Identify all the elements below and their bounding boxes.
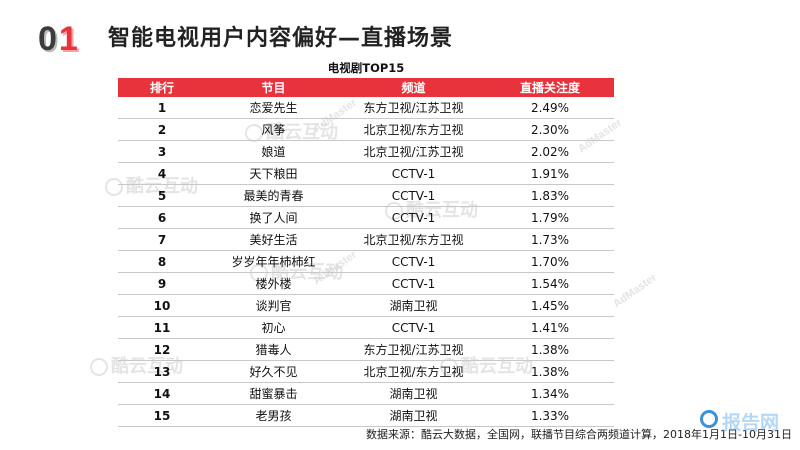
cell-channel: 北京卫视/东方卫视 xyxy=(341,228,486,251)
table-row: 6 换了人间 CCTV-1 1.79% xyxy=(118,206,614,229)
table-row: 14 甜蜜暴击 湖南卫视 1.34% xyxy=(118,382,614,405)
cell-attention: 1.41% xyxy=(486,316,614,339)
cell-attention: 2.02% xyxy=(486,140,614,163)
table-row: 8 岁岁年年柿柿红 CCTV-1 1.70% xyxy=(118,250,614,273)
cell-channel: CCTV-1 xyxy=(341,272,486,295)
cell-program: 老男孩 xyxy=(206,404,341,427)
cell-channel: CCTV-1 xyxy=(341,206,486,229)
cell-program: 岁岁年年柿柿红 xyxy=(206,250,341,273)
cell-channel: 北京卫视/东方卫视 xyxy=(341,118,486,141)
cell-rank: 11 xyxy=(118,316,206,339)
header-rank: 排行 xyxy=(118,78,206,97)
cell-attention: 1.83% xyxy=(486,184,614,207)
table-row: 7 美好生活 北京卫视/东方卫视 1.73% xyxy=(118,228,614,251)
header-channel: 频道 xyxy=(341,78,486,97)
cell-rank: 4 xyxy=(118,162,206,185)
cell-rank: 10 xyxy=(118,294,206,317)
cell-program: 甜蜜暴击 xyxy=(206,382,341,405)
cell-attention: 1.79% xyxy=(486,206,614,229)
table-row: 15 老男孩 湖南卫视 1.33% xyxy=(118,404,614,427)
corner-logo: 报告网 xyxy=(700,408,796,434)
table-row: 10 谈判官 湖南卫视 1.45% xyxy=(118,294,614,317)
cell-attention: 1.54% xyxy=(486,272,614,295)
cell-attention: 1.45% xyxy=(486,294,614,317)
header-program: 节目 xyxy=(206,78,341,97)
cell-channel: 湖南卫视 xyxy=(341,404,486,427)
cell-channel: 湖南卫视 xyxy=(341,382,486,405)
cell-attention: 1.73% xyxy=(486,228,614,251)
table-header-row: 排行 节目 频道 直播关注度 xyxy=(118,78,614,97)
cell-program: 娘道 xyxy=(206,140,341,163)
cell-rank: 14 xyxy=(118,382,206,405)
slide-title: 智能电视用户内容偏好—直播场景 xyxy=(108,26,454,51)
cell-attention: 1.91% xyxy=(486,162,614,185)
cell-attention: 1.38% xyxy=(486,338,614,361)
table-row: 12 猎毒人 东方卫视/江苏卫视 1.38% xyxy=(118,338,614,361)
cell-channel: 湖南卫视 xyxy=(341,294,486,317)
cell-channel: 北京卫视/东方卫视 xyxy=(341,360,486,383)
table-row: 1 恋爱先生 东方卫视/江苏卫视 2.49% xyxy=(118,97,614,119)
slide-number-digit-0: 0 xyxy=(38,20,59,58)
source-note: 数据来源：酷云大数据，全国网，联播节目综合两频道计算，2018年1月1日-10月… xyxy=(366,428,792,441)
cell-program: 换了人间 xyxy=(206,206,341,229)
watermark-logo-icon xyxy=(90,358,108,377)
cell-rank: 9 xyxy=(118,272,206,295)
cell-rank: 3 xyxy=(118,140,206,163)
cell-program: 风筝 xyxy=(206,118,341,141)
watermark-admaster: AdMaster xyxy=(611,271,660,311)
slide-number-digit-1: 1 xyxy=(58,20,80,58)
cell-attention: 2.30% xyxy=(486,118,614,141)
cell-channel: CCTV-1 xyxy=(341,184,486,207)
cell-attention: 1.70% xyxy=(486,250,614,273)
table-caption: 电视剧TOP15 xyxy=(327,61,405,75)
cell-program: 天下粮田 xyxy=(206,162,341,185)
header-attention: 直播关注度 xyxy=(486,78,614,97)
cell-rank: 13 xyxy=(118,360,206,383)
table-row: 3 娘道 北京卫视/江苏卫视 2.02% xyxy=(118,140,614,163)
cell-attention: 1.34% xyxy=(486,382,614,405)
table-row: 9 楼外楼 CCTV-1 1.54% xyxy=(118,272,614,295)
cell-program: 恋爱先生 xyxy=(206,97,341,119)
table-row: 4 天下粮田 CCTV-1 1.91% xyxy=(118,162,614,185)
cell-program: 好久不见 xyxy=(206,360,341,383)
cell-attention: 1.33% xyxy=(486,404,614,427)
cell-channel: 东方卫视/江苏卫视 xyxy=(341,97,486,119)
cell-channel: CCTV-1 xyxy=(341,316,486,339)
cell-rank: 2 xyxy=(118,118,206,141)
cell-channel: CCTV-1 xyxy=(341,162,486,185)
cell-rank: 12 xyxy=(118,338,206,361)
cell-program: 谈判官 xyxy=(206,294,341,317)
cell-rank: 5 xyxy=(118,184,206,207)
cell-rank: 8 xyxy=(118,250,206,273)
cell-program: 猎毒人 xyxy=(206,338,341,361)
ranking-table: 排行 节目 频道 直播关注度 1 恋爱先生 东方卫视/江苏卫视 2.49% 2 风筝 北京卫… xyxy=(118,78,614,427)
table-row: 13 好久不见 北京卫视/东方卫视 1.38% xyxy=(118,360,614,383)
table-row: 2 风筝 北京卫视/东方卫视 2.30% xyxy=(118,118,614,141)
cell-channel: 北京卫视/江苏卫视 xyxy=(341,140,486,163)
cell-rank: 7 xyxy=(118,228,206,251)
cell-rank: 15 xyxy=(118,404,206,427)
cell-rank: 1 xyxy=(118,97,206,119)
cell-attention: 1.38% xyxy=(486,360,614,383)
table-row: 11 初心 CCTV-1 1.41% xyxy=(118,316,614,339)
table-row: 5 最美的青春 CCTV-1 1.83% xyxy=(118,184,614,207)
cell-program: 楼外楼 xyxy=(206,272,341,295)
cell-program: 美好生活 xyxy=(206,228,341,251)
cell-rank: 6 xyxy=(118,206,206,229)
cell-program: 初心 xyxy=(206,316,341,339)
cell-program: 最美的青春 xyxy=(206,184,341,207)
ring-logo-icon xyxy=(700,410,718,428)
slide-number: 01 xyxy=(38,22,80,56)
cell-channel: 东方卫视/江苏卫视 xyxy=(341,338,486,361)
cell-attention: 2.49% xyxy=(486,97,614,119)
corner-logo-text: 报告网 xyxy=(722,412,780,434)
cell-channel: CCTV-1 xyxy=(341,250,486,273)
